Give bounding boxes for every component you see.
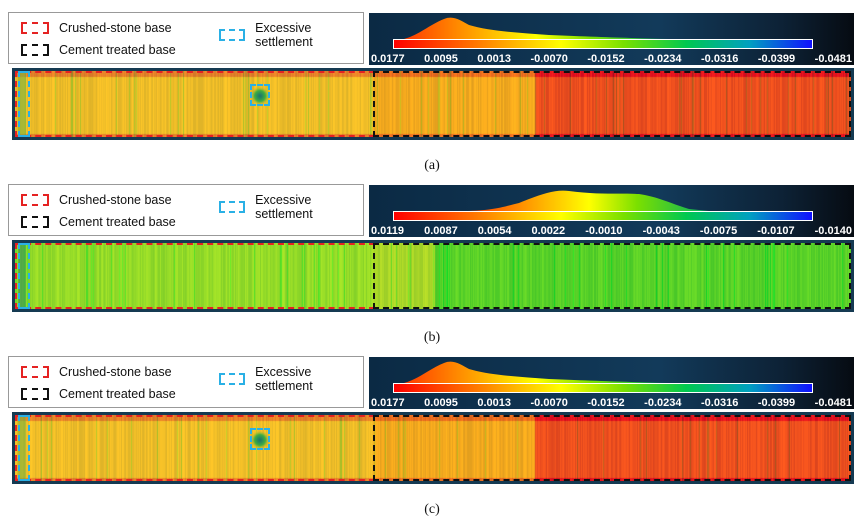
colorbar-ticks: 0.0177 0.0095 0.0013 -0.0070 -0.0152 -0.0234 -… (371, 397, 852, 409)
legend-label: Crushed-stone base (59, 193, 172, 207)
histogram (404, 17, 669, 39)
colorbar-tick: 0.0054 (477, 225, 512, 237)
legend-label: Excessive settlement (255, 365, 313, 393)
panel-caption: (c) (424, 502, 440, 517)
legend-item-cement-treated: Cement treated base (21, 387, 176, 401)
figure-panel: Crushed-stone base Excessive settlement Ce… (0, 0, 864, 173)
legend-item-crushed-stone: Crushed-stone base (21, 193, 172, 207)
color-scale: 0.0177 0.0095 0.0013 -0.0070 -0.0152 -0.0234 -… (369, 357, 854, 409)
edge-settlement-region (18, 243, 30, 309)
histogram (469, 190, 709, 211)
legend-item-crushed-stone: Crushed-stone base (21, 365, 172, 379)
colorbar-ticks: 0.0177 0.0095 0.0013 -0.0070 -0.0152 -0.0234 -… (371, 53, 852, 65)
legend-swatch (21, 216, 49, 228)
legend-box: Crushed-stone base Excessive settlement Ce… (8, 184, 364, 236)
colorbar-tick: -0.0140 (814, 225, 852, 237)
crushed-stone-region (15, 71, 375, 137)
legend-label: Cement treated base (59, 387, 176, 401)
heatmap-strip (12, 412, 854, 484)
edge-settlement-region (18, 415, 30, 481)
colorbar-tick: 0.0095 (424, 53, 458, 65)
cement-treated-region (373, 71, 851, 137)
legend-item-excessive-settlement: Excessive settlement (219, 193, 363, 221)
colorbar-tick: 0.0013 (477, 53, 511, 65)
edge-settlement-region (18, 71, 30, 137)
settlement-marker (250, 428, 270, 450)
colorbar-tick: -0.0234 (644, 397, 682, 409)
cement-treated-region (373, 415, 851, 481)
colorbar-tick: -0.0481 (814, 397, 852, 409)
legend-box: Crushed-stone base Excessive settlement Ce… (8, 356, 364, 408)
legend-swatch (21, 22, 49, 34)
colorbar-tick: -0.0070 (530, 53, 568, 65)
legend-label: Excessive settlement (255, 193, 313, 221)
colorbar (393, 39, 813, 49)
color-scale: 0.0119 0.0087 0.0054 0.0022 -0.0010 -0.0043 -0… (369, 185, 854, 237)
panel-caption: (a) (424, 158, 440, 173)
legend-label: Cement treated base (59, 215, 176, 229)
colorbar-tick: -0.0152 (587, 397, 625, 409)
colorbar-ticks: 0.0119 0.0087 0.0054 0.0022 -0.0010 -0.0043 -0… (371, 225, 852, 237)
colorbar-tick: 0.0013 (477, 397, 511, 409)
cement-treated-region (373, 243, 851, 309)
legend-label: Cement treated base (59, 43, 176, 57)
colorbar-tick: -0.0234 (644, 53, 682, 65)
heatmap-image (15, 415, 851, 481)
histogram-shape (469, 190, 709, 211)
crushed-stone-region (15, 243, 375, 309)
crushed-stone-region (15, 415, 375, 481)
colorbar-tick: -0.0316 (701, 397, 739, 409)
heatmap-image (15, 243, 851, 309)
legend-swatch (21, 388, 49, 400)
colorbar-tick: -0.0481 (814, 53, 852, 65)
legend-swatch (219, 29, 246, 41)
legend-swatch (219, 201, 246, 213)
heatmap-strip (12, 68, 854, 140)
figure-panel: Crushed-stone base Excessive settlement Ce… (0, 344, 864, 517)
colorbar (393, 211, 813, 221)
settlement-marker (250, 84, 270, 106)
colorbar-tick: 0.0177 (371, 53, 405, 65)
colorbar-tick: 0.0095 (424, 397, 458, 409)
histogram-shape (404, 361, 669, 383)
colorbar-tick: -0.0107 (757, 225, 795, 237)
histogram-shape (404, 17, 669, 39)
legend-swatch (21, 194, 49, 206)
panel-caption: (b) (423, 330, 441, 345)
colorbar-tick: -0.0043 (642, 225, 680, 237)
legend-label: Crushed-stone base (59, 21, 172, 35)
histogram (404, 361, 669, 383)
legend-item-cement-treated: Cement treated base (21, 215, 176, 229)
legend-item-crushed-stone: Crushed-stone base (21, 21, 172, 35)
legend-item-cement-treated: Cement treated base (21, 43, 176, 57)
colorbar-tick: -0.0070 (530, 397, 568, 409)
legend-label: Excessive settlement (255, 21, 313, 49)
legend-swatch (21, 366, 49, 378)
colorbar-tick: -0.0010 (585, 225, 623, 237)
legend-box: Crushed-stone base Excessive settlement Ce… (8, 12, 364, 64)
colorbar-tick: 0.0022 (531, 225, 566, 237)
colorbar-tick: 0.0087 (424, 225, 458, 237)
colorbar-tick: 0.0177 (371, 397, 405, 409)
legend-label: Crushed-stone base (59, 365, 172, 379)
legend-swatch (219, 373, 246, 385)
legend-swatch (21, 44, 49, 56)
colorbar-tick: -0.0399 (757, 53, 796, 65)
legend-item-excessive-settlement: Excessive settlement (219, 21, 363, 49)
colorbar-tick: -0.0316 (701, 53, 739, 65)
legend-item-excessive-settlement: Excessive settlement (219, 365, 363, 393)
heatmap-strip (12, 240, 854, 312)
colorbar-tick: -0.0075 (699, 225, 738, 237)
colorbar-tick: -0.0399 (757, 397, 796, 409)
color-scale: 0.0177 0.0095 0.0013 -0.0070 -0.0152 -0.0234 -… (369, 13, 854, 65)
colorbar (393, 383, 813, 393)
heatmap-image (15, 71, 851, 137)
colorbar-tick: 0.0119 (371, 225, 405, 237)
figure-panel: Crushed-stone base Excessive settlement Ce… (0, 172, 864, 345)
colorbar-tick: -0.0152 (587, 53, 625, 65)
